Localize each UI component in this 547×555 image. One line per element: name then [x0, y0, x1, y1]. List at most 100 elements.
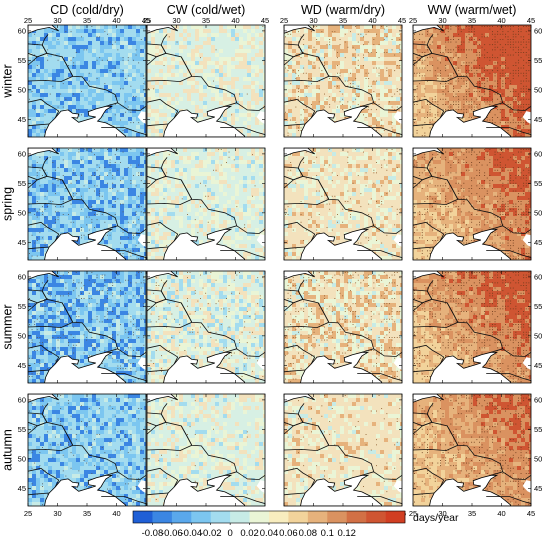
colorbar-swatch [347, 511, 367, 523]
x-tick-label: 25 [280, 16, 288, 25]
y-tick-label: 55 [18, 56, 26, 65]
x-tick-label: 40 [112, 509, 120, 518]
y-tick-label: 50 [534, 454, 542, 463]
row-label: spring [0, 187, 14, 221]
y-tick-label: 60 [18, 272, 26, 281]
y-tick-label: 45 [18, 115, 26, 124]
colorbar-unit: days/year [413, 512, 459, 524]
x-tick-label: 25 [409, 16, 417, 25]
x-tick-label: 45 [261, 16, 269, 25]
colorbar-tick-label: 0.06 [279, 528, 298, 539]
x-tick-label: 35 [83, 509, 91, 518]
y-tick-label: 50 [534, 331, 542, 340]
y-tick-label: 55 [18, 302, 26, 311]
colorbar-swatch [172, 511, 192, 523]
column-title: CD (cold/dry) [50, 3, 124, 17]
colorbar-tick-label: 0.12 [337, 528, 356, 539]
colorbar-swatch [133, 511, 153, 523]
x-tick-label: 40 [112, 16, 120, 25]
colorbar-tick-label: -0.06 [161, 528, 183, 539]
colorbar-tick-label: -0.02 [200, 528, 222, 539]
y-tick-label: 50 [18, 454, 26, 463]
y-tick-label: 60 [534, 149, 542, 158]
y-tick-label: 45 [534, 361, 542, 370]
colorbar-tick-label: 0 [227, 528, 232, 539]
y-tick-label: 60 [534, 395, 542, 404]
colorbar-swatch [230, 511, 250, 523]
row-label: winter [0, 64, 14, 98]
x-tick-label: 25 [24, 509, 32, 518]
y-tick-label: 55 [18, 179, 26, 188]
map-panel-cw-autumn [147, 394, 267, 506]
x-tick-label: 25 [143, 16, 151, 25]
y-tick-label: 60 [18, 395, 26, 404]
x-tick-label: 30 [309, 16, 317, 25]
y-tick-label: 55 [534, 425, 542, 434]
map-panel-cw-spring [147, 148, 267, 260]
row-label: summer [0, 304, 14, 349]
colorbar-swatch [308, 511, 328, 523]
x-tick-label: 45 [398, 16, 406, 25]
colorbar-swatch [211, 511, 231, 523]
y-tick-label: 50 [534, 208, 542, 217]
y-tick-label: 55 [534, 302, 542, 311]
x-tick-label: 40 [497, 509, 505, 518]
x-tick-label: 30 [53, 509, 61, 518]
x-tick-label: 35 [339, 16, 347, 25]
x-tick-label: 35 [468, 509, 476, 518]
map-panel-cd-winter [28, 25, 148, 137]
map-panels [28, 25, 533, 506]
x-tick-label: 35 [202, 16, 210, 25]
y-tick-label: 55 [18, 425, 26, 434]
colorbar-swatch [152, 511, 172, 523]
colorbar-tick-label: 0.1 [321, 528, 334, 539]
x-tick-label: 30 [53, 16, 61, 25]
colorbar-swatch [288, 511, 308, 523]
map-panel-cw-summer [147, 271, 267, 383]
x-tick-label: 45 [527, 16, 535, 25]
y-tick-label: 55 [534, 179, 542, 188]
x-tick-label: 30 [172, 16, 180, 25]
colorbar-tick-label: 0.08 [299, 528, 318, 539]
map-panel-wd-spring [284, 148, 404, 260]
colorbar-swatch [269, 511, 289, 523]
y-tick-label: 45 [534, 484, 542, 493]
map-panel-wd-summer [284, 271, 404, 383]
y-tick-label: 60 [534, 272, 542, 281]
column-title: WD (warm/dry) [301, 3, 385, 17]
y-tick-label: 50 [18, 331, 26, 340]
x-tick-label: 25 [24, 16, 32, 25]
column-title: CW (cold/wet) [167, 3, 245, 17]
map-panel-ww-summer [413, 271, 533, 383]
map-panel-cw-winter [147, 25, 267, 137]
y-tick-label: 60 [18, 149, 26, 158]
map-panel-wd-autumn [284, 394, 404, 506]
x-tick-label: 40 [368, 16, 376, 25]
map-panel-wd-winter [284, 25, 404, 137]
map-panel-ww-autumn [413, 394, 533, 506]
y-tick-label: 50 [534, 85, 542, 94]
colorbar-swatch [366, 511, 386, 523]
colorbar-swatch [327, 511, 347, 523]
colorbar-tick-label: 0.02 [240, 528, 259, 539]
x-tick-label: 45 [527, 509, 535, 518]
colorbar-swatch [191, 511, 211, 523]
x-tick-label: 40 [231, 16, 239, 25]
y-tick-label: 60 [534, 26, 542, 35]
map-panel-cd-spring [28, 148, 148, 260]
x-tick-label: 35 [83, 16, 91, 25]
colorbar-tick-label: -0.08 [142, 528, 164, 539]
map-panel-ww-spring [413, 148, 533, 260]
y-tick-label: 45 [18, 361, 26, 370]
colorbar-tick-label: -0.04 [180, 528, 202, 539]
x-tick-label: 35 [468, 16, 476, 25]
row-label: autumn [0, 429, 14, 471]
colorbar-tick-label: 0.04 [260, 528, 279, 539]
y-tick-label: 50 [18, 208, 26, 217]
y-tick-label: 45 [534, 115, 542, 124]
colorbar-swatch [386, 511, 406, 523]
map-panel-cd-autumn [28, 394, 148, 506]
x-tick-label: 30 [438, 16, 446, 25]
